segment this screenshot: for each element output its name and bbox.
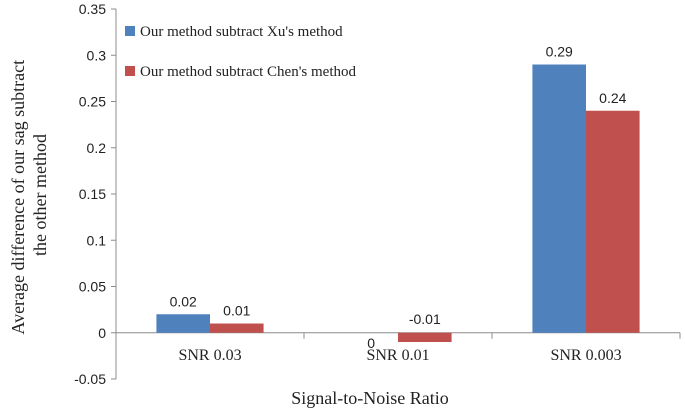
- data-label: 0: [367, 335, 375, 351]
- plot-area: -0.05 0 0.05 0.1 0.15 0.2 0.25 0.3 0.35 SNR 0.03…: [74, 1, 681, 387]
- x-tick-label: SNR 0.01: [366, 347, 429, 364]
- y-axis-title-line-2: the other method: [30, 134, 50, 256]
- legend-label: Our method subtract Xu's method: [140, 24, 343, 40]
- x-tick-label: SNR 0.03: [178, 347, 241, 364]
- x-tick-label: SNR 0.003: [550, 347, 621, 364]
- data-label: 0.29: [546, 44, 573, 60]
- y-tick-label: 0.1: [87, 232, 107, 248]
- y-tick-label: 0: [98, 325, 106, 341]
- data-labels: 0.02 0 0.29 0.01 -0.01 0.24: [170, 44, 627, 351]
- legend: Our method subtract Xu's method Our metho…: [125, 24, 356, 80]
- y-axis: -0.05 0 0.05 0.1 0.15 0.2 0.25 0.3 0.35: [74, 1, 117, 387]
- bar: [532, 64, 586, 333]
- bar: [156, 314, 210, 333]
- bar: [586, 110, 640, 333]
- bars: [156, 64, 640, 342]
- data-label: 0.24: [599, 90, 626, 106]
- y-axis-title-line-1: Average difference of our sag subtract: [8, 60, 28, 335]
- legend-swatch: [125, 66, 135, 76]
- y-tick-label: 0.3: [87, 47, 107, 63]
- y-tick-label: 0.15: [79, 186, 106, 202]
- legend-label: Our method subtract Chen's method: [140, 64, 356, 80]
- y-axis-title: Average difference of our sag subtract t…: [8, 55, 50, 334]
- data-label: 0.02: [170, 293, 197, 309]
- bar: [398, 332, 452, 342]
- y-tick-label: 0.35: [79, 1, 106, 17]
- y-tick-label: -0.05: [74, 371, 106, 387]
- y-tick-label: 0.2: [87, 140, 107, 156]
- x-axis-title: Signal-to-Noise Ratio: [291, 388, 448, 408]
- legend-swatch: [125, 26, 135, 36]
- data-label: -0.01: [409, 311, 441, 327]
- y-tick-label: 0.25: [79, 94, 106, 110]
- bar: [210, 323, 264, 333]
- y-tick-label: 0.05: [79, 279, 106, 295]
- data-label: 0.01: [223, 303, 250, 319]
